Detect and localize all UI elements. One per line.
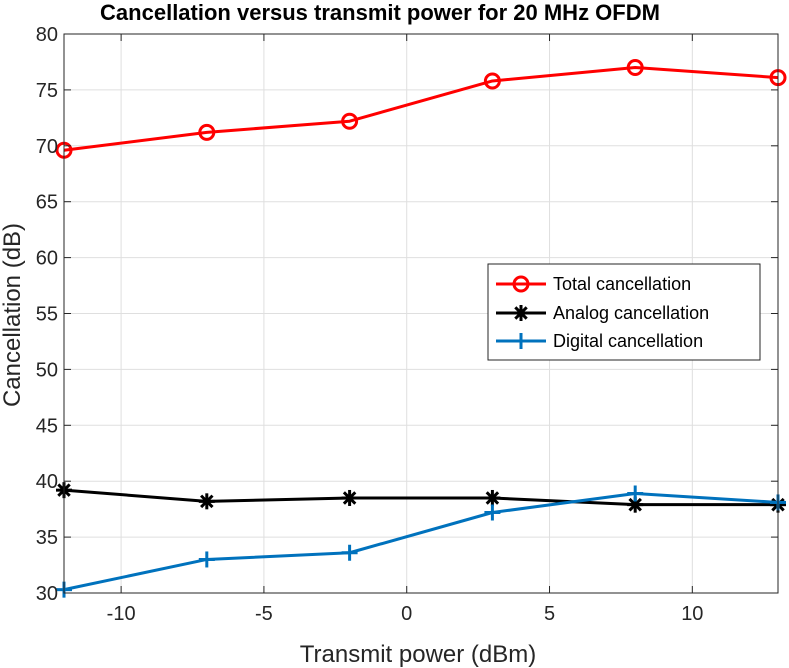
y-tick-label: 50 [36, 359, 58, 381]
legend-label-total: Total cancellation [553, 274, 691, 294]
legend-marker-total [512, 275, 530, 293]
data-point-total [341, 112, 359, 130]
x-tick-label: 10 [681, 603, 703, 625]
data-point-total [626, 59, 644, 77]
x-tick-label: 0 [401, 603, 412, 625]
series-digital [56, 485, 786, 598]
y-tick-label: 70 [36, 136, 58, 158]
data-point-digital [627, 485, 644, 502]
series-line-digital [63, 491, 779, 592]
y-tick-label: 55 [36, 304, 58, 326]
data-point-digital [198, 551, 215, 568]
series-line-analog [63, 488, 778, 507]
series-analog [56, 482, 786, 513]
y-tick-label: 60 [36, 248, 58, 270]
legend-item-analog: Analog cancellation [496, 303, 709, 323]
data-point-digital [484, 504, 501, 521]
legend-item-total: Total cancellation [496, 274, 691, 294]
data-point-analog [198, 493, 215, 510]
legend-label-analog: Analog cancellation [553, 303, 709, 323]
legend-marker-analog [513, 305, 529, 321]
y-tick-label: 40 [36, 471, 58, 493]
legend-marker-shape-total [512, 275, 530, 293]
y-tick-label: 45 [36, 415, 58, 437]
data-point-digital [341, 544, 358, 561]
series-layer [55, 59, 787, 598]
y-tick-label: 30 [36, 583, 58, 605]
data-point-total [198, 123, 216, 141]
x-tick-label: 5 [544, 603, 555, 625]
legend-item-digital: Digital cancellation [496, 331, 703, 351]
axes [63, 33, 779, 594]
y-tick-label: 65 [36, 192, 58, 214]
x-tick-label: -5 [255, 603, 273, 625]
y-tick-label: 35 [36, 527, 58, 549]
series-line-total [63, 66, 779, 152]
series-total [55, 59, 787, 159]
legend-marker-shape-digital [513, 333, 529, 349]
x-tick-label: -10 [107, 603, 136, 625]
x-axis-label: Transmit power (dBm) [300, 641, 536, 668]
y-tick-label: 80 [36, 24, 58, 46]
data-point-total [483, 72, 501, 90]
chart-title: Cancellation versus transmit power for 2… [100, 0, 660, 25]
legend-label-digital: Digital cancellation [553, 331, 703, 351]
y-tick-label: 75 [36, 80, 58, 102]
tick-labels: -10 -5 0 5 10 30 35 40 45 50 55 60 65 70 75 80 [36, 24, 704, 625]
data-point-analog [484, 489, 501, 506]
data-point-analog [341, 489, 358, 506]
legend-marker-shape-analog [513, 305, 529, 321]
legend-marker-digital [513, 333, 529, 349]
y-axis-label: Cancellation (dB) [0, 223, 26, 407]
legend: Total cancellation Analog cancellation D… [487, 263, 761, 361]
